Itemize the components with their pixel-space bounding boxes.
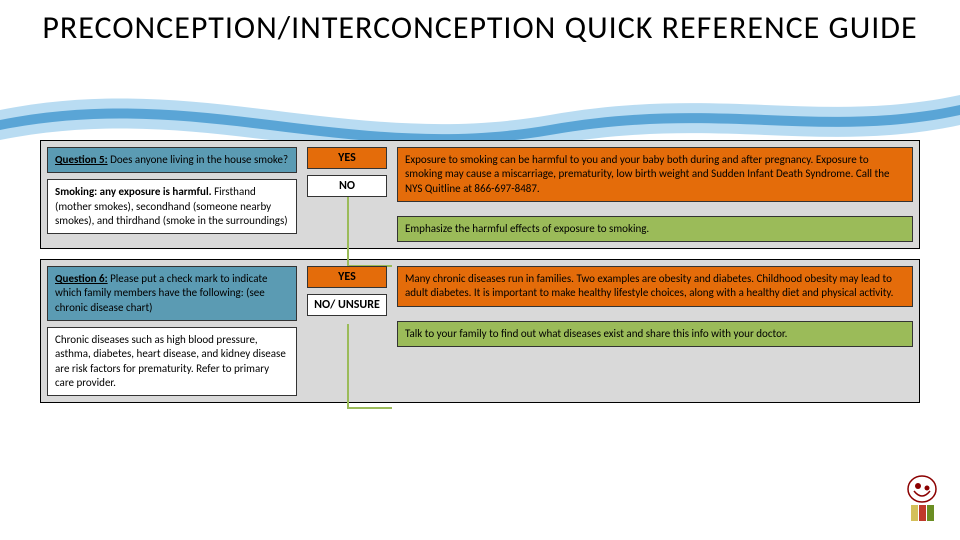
yes-no-column: YES NO	[307, 147, 387, 242]
footer-logo-icon	[900, 475, 945, 530]
question-label: Question 6:	[55, 272, 108, 285]
no-advice-box: Emphasize the harmful effects of exposur…	[397, 216, 913, 242]
slide-header: PRECONCEPTION/INTERCONCEPTION QUICK REFE…	[0, 0, 960, 140]
question-box: Question 5: Does anyone living in the ho…	[47, 147, 297, 173]
slide-title: PRECONCEPTION/INTERCONCEPTION QUICK REFE…	[0, 10, 960, 47]
yes-box: YES	[307, 147, 387, 169]
info-box: Smoking: any exposure is harmful. Firsth…	[47, 179, 297, 234]
info-text: Chronic diseases such as high blood pres…	[55, 333, 286, 389]
question-panel: Question 5: Does anyone living in the ho…	[40, 140, 920, 249]
question-box: Question 6: Please put a check mark to i…	[47, 266, 297, 321]
connector-line	[347, 324, 392, 409]
no-box: NO/ UNSURE	[307, 294, 387, 316]
yes-advice-box: Many chronic diseases run in families. T…	[397, 266, 913, 307]
info-bold: Smoking: any exposure is harmful.	[55, 185, 212, 198]
no-box: NO	[307, 175, 387, 197]
question-label: Question 5:	[55, 153, 108, 166]
question-text: Does anyone living in the house smoke?	[108, 153, 288, 166]
connector-line	[347, 197, 392, 267]
yes-no-column: YES NO/ UNSURE	[307, 266, 387, 396]
no-advice-box: Talk to your family to find out what dis…	[397, 321, 913, 347]
question-panel: Question 6: Please put a check mark to i…	[40, 259, 920, 403]
content-area: Question 5: Does anyone living in the ho…	[0, 140, 960, 403]
yes-box: YES	[307, 266, 387, 288]
yes-advice-box: Exposure to smoking can be harmful to yo…	[397, 147, 913, 202]
info-box: Chronic diseases such as high blood pres…	[47, 327, 297, 396]
wave-decoration	[0, 70, 960, 150]
